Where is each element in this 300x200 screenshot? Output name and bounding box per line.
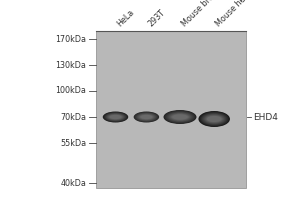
Ellipse shape	[104, 112, 127, 122]
Ellipse shape	[140, 115, 152, 119]
Ellipse shape	[203, 114, 225, 124]
Ellipse shape	[110, 115, 122, 119]
Ellipse shape	[136, 113, 156, 121]
Ellipse shape	[134, 112, 159, 122]
Ellipse shape	[136, 112, 157, 122]
Ellipse shape	[105, 112, 126, 122]
Text: 40kDa: 40kDa	[61, 178, 86, 188]
Ellipse shape	[103, 112, 128, 122]
Ellipse shape	[171, 114, 189, 120]
Text: 70kDa: 70kDa	[60, 112, 86, 121]
Text: 100kDa: 100kDa	[56, 86, 86, 95]
Ellipse shape	[206, 115, 223, 123]
Ellipse shape	[199, 111, 230, 127]
Ellipse shape	[166, 111, 194, 123]
Text: 293T: 293T	[146, 7, 167, 28]
Ellipse shape	[170, 113, 190, 121]
Ellipse shape	[137, 113, 155, 121]
Ellipse shape	[109, 114, 122, 120]
Text: Mouse heart: Mouse heart	[214, 0, 256, 28]
Text: 130kDa: 130kDa	[56, 60, 86, 70]
Ellipse shape	[107, 114, 124, 120]
Ellipse shape	[169, 112, 192, 122]
Ellipse shape	[138, 114, 154, 120]
Ellipse shape	[200, 112, 229, 126]
Bar	[96, 31, 246, 188]
Text: EHD4: EHD4	[254, 112, 278, 121]
Ellipse shape	[106, 113, 125, 121]
Ellipse shape	[207, 116, 222, 122]
Ellipse shape	[135, 112, 158, 122]
Ellipse shape	[164, 110, 196, 124]
Ellipse shape	[201, 112, 228, 126]
Ellipse shape	[140, 114, 153, 120]
Text: 170kDa: 170kDa	[56, 34, 86, 44]
Ellipse shape	[165, 111, 195, 123]
Text: HeLa: HeLa	[116, 7, 136, 28]
Ellipse shape	[202, 113, 226, 125]
Ellipse shape	[167, 112, 193, 122]
Ellipse shape	[172, 114, 188, 120]
Ellipse shape	[106, 113, 124, 121]
Ellipse shape	[204, 114, 224, 123]
Text: Mouse brain: Mouse brain	[180, 0, 221, 28]
Text: 55kDa: 55kDa	[60, 138, 86, 148]
